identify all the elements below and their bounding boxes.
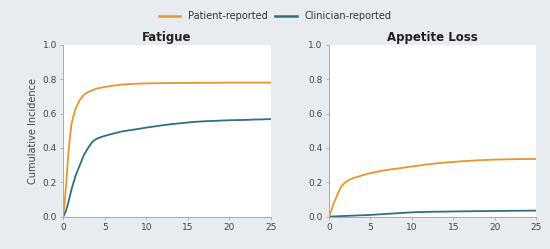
Title: Fatigue: Fatigue [142,31,192,44]
Y-axis label: Cumulative Incidence: Cumulative Incidence [29,78,38,184]
Legend: Patient-reported, Clinician-reported: Patient-reported, Clinician-reported [155,7,395,25]
Title: Appetite Loss: Appetite Loss [387,31,478,44]
